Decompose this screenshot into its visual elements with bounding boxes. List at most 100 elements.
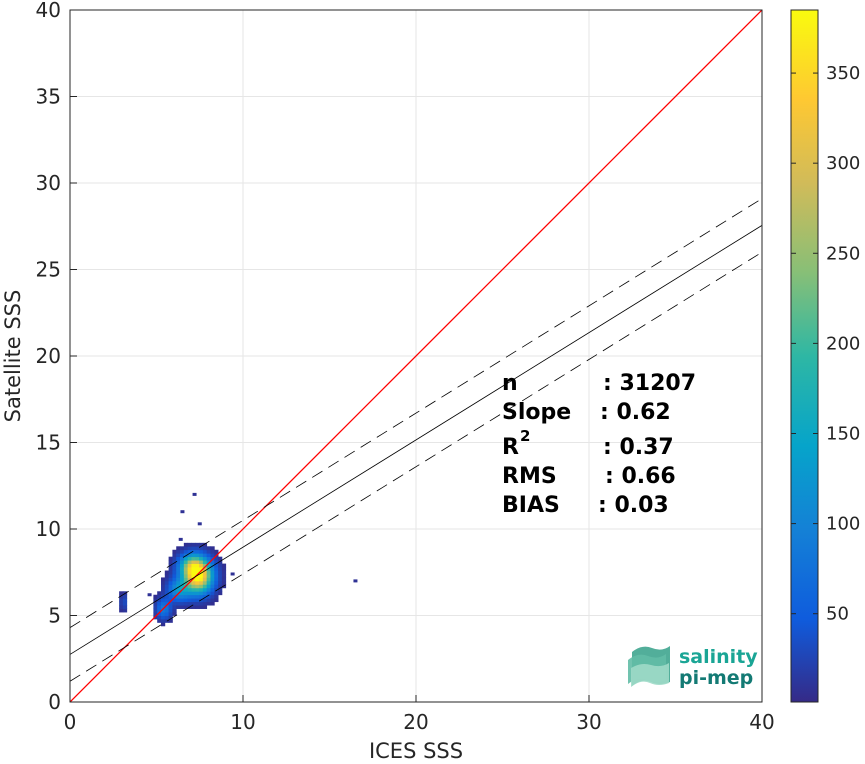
heatmap-cell bbox=[214, 563, 219, 568]
logo-text-pimep: pi-mep bbox=[679, 667, 753, 689]
heatmap-cell bbox=[172, 570, 177, 575]
density-heatmap bbox=[119, 492, 358, 627]
heatmap-cell bbox=[218, 584, 223, 589]
heatmap-cell bbox=[122, 598, 128, 603]
heatmap-cell bbox=[180, 549, 185, 554]
heatmap-cell bbox=[157, 605, 162, 609]
heatmap-cell bbox=[157, 601, 162, 606]
y-tick-label: 5 bbox=[48, 604, 61, 628]
y-tick-label: 15 bbox=[36, 431, 61, 455]
heatmap-cell bbox=[176, 573, 181, 578]
heatmap-cell bbox=[160, 580, 166, 585]
heatmap-cell bbox=[119, 605, 124, 609]
heatmap-cell bbox=[157, 615, 162, 620]
heatmap-cell bbox=[195, 553, 200, 558]
heatmap-cell bbox=[221, 573, 227, 578]
heatmap-cell bbox=[172, 612, 177, 616]
heatmap-cell bbox=[187, 594, 192, 599]
heatmap-cell bbox=[172, 601, 177, 606]
heatmap-cell bbox=[202, 549, 208, 554]
heatmap-cell bbox=[187, 577, 192, 582]
heatmap-cell bbox=[153, 612, 158, 616]
heatmap-cell bbox=[153, 594, 158, 599]
heatmap-cell bbox=[160, 591, 166, 596]
heatmap-cell bbox=[199, 570, 204, 575]
outlier-point bbox=[221, 575, 226, 579]
heatmap-cell bbox=[214, 580, 219, 585]
fit-lower-bound bbox=[70, 251, 762, 682]
heatmap-cell bbox=[164, 594, 170, 599]
heatmap-cell bbox=[202, 584, 208, 589]
stat-r2-sup: 2 bbox=[520, 427, 530, 445]
heatmap-cell bbox=[191, 570, 196, 575]
heatmap-cell bbox=[206, 594, 211, 599]
heatmap-cell bbox=[210, 570, 215, 575]
outlier-point bbox=[147, 593, 152, 597]
heatmap-cell bbox=[210, 594, 215, 599]
y-tick-label: 25 bbox=[36, 258, 61, 282]
outlier-point bbox=[197, 522, 202, 526]
heatmap-cell bbox=[176, 598, 181, 603]
heatmap-cell bbox=[199, 567, 204, 571]
heatmap-cell bbox=[183, 567, 189, 571]
heatmap-cell bbox=[168, 567, 173, 571]
heatmap-cell bbox=[164, 587, 170, 592]
heatmap-cell bbox=[164, 615, 170, 620]
heatmap-cell bbox=[191, 546, 196, 551]
heatmap-cell bbox=[202, 563, 208, 568]
heatmap-cell bbox=[202, 560, 208, 564]
heatmap-cell bbox=[168, 580, 173, 585]
heatmap-cell bbox=[180, 601, 185, 606]
heatmap-cell bbox=[180, 594, 185, 599]
heatmap-cell bbox=[122, 608, 128, 613]
heatmap-cell bbox=[153, 608, 158, 613]
heatmap-cell bbox=[202, 587, 208, 592]
heatmap-cell bbox=[202, 556, 208, 561]
colorbar-tick-label: 100 bbox=[826, 514, 860, 535]
heatmap-cell bbox=[199, 542, 204, 547]
heatmap-cell bbox=[172, 563, 177, 568]
x-tick-label: 10 bbox=[230, 710, 255, 734]
heatmap-cell bbox=[164, 584, 170, 589]
heatmap-cell bbox=[218, 591, 223, 596]
heatmap-cell bbox=[172, 573, 177, 578]
heatmap-cell bbox=[206, 549, 211, 554]
heatmap-cell bbox=[168, 577, 173, 582]
heatmap-cell bbox=[195, 601, 200, 606]
heatmap-cell bbox=[176, 563, 181, 568]
heatmap-cell bbox=[160, 577, 166, 582]
y-tick-label: 30 bbox=[36, 171, 61, 195]
heatmap-cell bbox=[195, 567, 200, 571]
heatmap-cell bbox=[183, 594, 189, 599]
outlier-point bbox=[178, 537, 183, 541]
heatmap-cell bbox=[195, 580, 200, 585]
heatmap-cell bbox=[199, 563, 204, 568]
x-axis-label: ICES SSS bbox=[369, 739, 463, 763]
heatmap-cell bbox=[168, 587, 173, 592]
heatmap-cell bbox=[168, 608, 173, 613]
heatmap-cell bbox=[202, 553, 208, 558]
colorbar-tick-label: 300 bbox=[826, 153, 860, 174]
heatmap-cell bbox=[218, 567, 223, 571]
heatmap-cell bbox=[176, 584, 181, 589]
heatmap-cell bbox=[199, 587, 204, 592]
heatmap-cell bbox=[202, 591, 208, 596]
heatmap-cell bbox=[180, 556, 185, 561]
heatmap-cell bbox=[202, 567, 208, 571]
heatmap-cell bbox=[180, 553, 185, 558]
heatmap-cell bbox=[160, 584, 166, 589]
y-tick-label: 0 bbox=[48, 690, 61, 714]
heatmap-cell bbox=[119, 608, 124, 613]
heatmap-cell bbox=[157, 594, 162, 599]
heatmap-cell bbox=[214, 556, 219, 561]
heatmap-cell bbox=[160, 605, 166, 609]
heatmap-cell bbox=[172, 567, 177, 571]
heatmap-cell bbox=[214, 549, 219, 554]
heatmap-cell bbox=[210, 560, 215, 564]
heatmap-cell bbox=[195, 605, 200, 609]
heatmap-cell bbox=[187, 556, 192, 561]
outlier-point bbox=[192, 492, 197, 496]
heatmap-cell bbox=[183, 587, 189, 592]
heatmap-cell bbox=[206, 573, 211, 578]
outlier-point bbox=[353, 579, 358, 583]
